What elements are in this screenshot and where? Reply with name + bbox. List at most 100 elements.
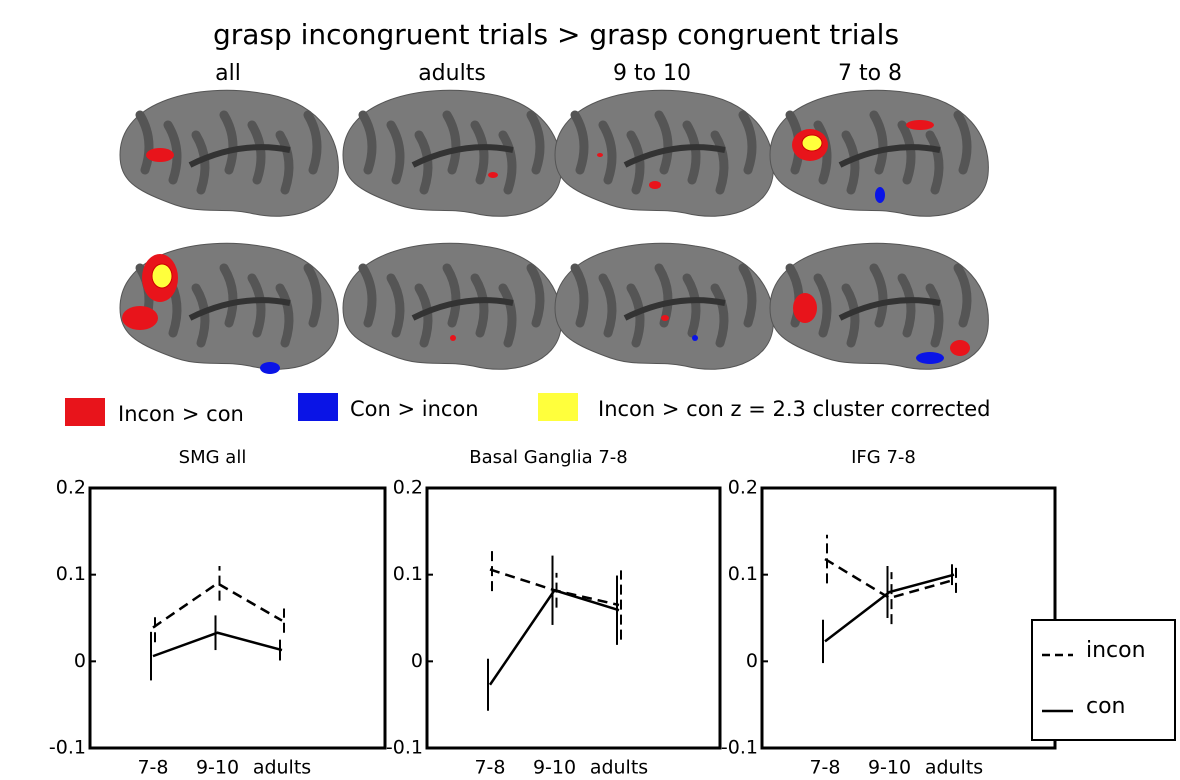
activation xyxy=(950,340,970,356)
brain-sulcus xyxy=(498,130,517,195)
y-tick-label: 0.2 xyxy=(56,477,86,499)
brain-sulcus xyxy=(738,110,757,175)
y-tick-label: 0.1 xyxy=(56,563,86,585)
brain-fissure xyxy=(838,297,941,321)
series-line xyxy=(152,581,283,629)
y-tick-label: 0.2 xyxy=(728,477,758,499)
plot-frame xyxy=(88,486,387,750)
activation xyxy=(488,172,498,178)
panel-label: all xyxy=(215,61,241,86)
brain-sulcus xyxy=(570,263,589,328)
panel-label: adults xyxy=(418,61,486,86)
brain xyxy=(769,89,989,217)
activation xyxy=(122,306,158,330)
brain-sulcus xyxy=(953,263,972,328)
activation xyxy=(649,181,661,189)
activation xyxy=(793,293,817,323)
brain-sulcus xyxy=(953,110,972,175)
brain-sulcus xyxy=(925,130,944,195)
brain-sulcus xyxy=(303,110,322,175)
brain-sulcus xyxy=(813,120,832,185)
chart-title: IFG 7-8 xyxy=(851,447,916,468)
figure-title: grasp incongruent trials > grasp congrue… xyxy=(213,18,899,51)
brain-sulcus xyxy=(135,110,154,175)
brain-sulcus xyxy=(710,130,729,195)
brain-sulcus xyxy=(303,263,322,328)
y-tick-label: 0 xyxy=(411,650,423,672)
chart-title: SMG all xyxy=(179,447,247,468)
brain-sulcus xyxy=(219,263,238,328)
activation xyxy=(875,187,885,203)
y-tick-label: -0.1 xyxy=(49,737,86,759)
brain-sulcus xyxy=(526,110,545,175)
brain xyxy=(342,242,562,370)
activation xyxy=(801,134,823,152)
brain-sulcus xyxy=(442,110,461,175)
x-tick-label: adults xyxy=(925,757,983,779)
series-line xyxy=(824,573,955,643)
brain-sulcus xyxy=(247,120,266,185)
brain-sulcus xyxy=(275,283,294,348)
x-tick-label: 9-10 xyxy=(533,757,576,779)
brain xyxy=(342,89,562,217)
brain-sulcus xyxy=(470,120,489,185)
legend-label: Incon > con z = 2.3 cluster corrected xyxy=(598,397,990,421)
brain-sulcus xyxy=(498,283,517,348)
brain-sulcus xyxy=(442,263,461,328)
brain-sulcus xyxy=(813,273,832,338)
series-line xyxy=(824,557,955,600)
brain-sulcus xyxy=(470,273,489,338)
activation xyxy=(916,352,944,364)
brain-fissure xyxy=(411,144,514,168)
legend-swatch xyxy=(65,398,105,426)
series-legend-frame xyxy=(1031,619,1176,741)
y-tick-label: 0.2 xyxy=(393,477,423,499)
legend-label: incon xyxy=(1086,638,1146,663)
brain-fissure xyxy=(188,144,291,168)
brain-fissure xyxy=(188,297,291,321)
brain xyxy=(554,242,774,370)
legend-label: Con > incon xyxy=(350,397,479,421)
brain-fissure xyxy=(623,144,726,168)
y-tick-label: 0 xyxy=(746,650,758,672)
brain-sulcus xyxy=(526,263,545,328)
series-line xyxy=(489,568,620,607)
brain-sulcus xyxy=(163,120,182,185)
brain xyxy=(119,242,339,374)
activation xyxy=(151,263,173,289)
brain-sulcus xyxy=(219,110,238,175)
y-tick-label: 0 xyxy=(74,650,86,672)
brain xyxy=(119,89,339,217)
brain xyxy=(554,89,774,217)
x-tick-label: 9-10 xyxy=(868,757,911,779)
brain-sulcus xyxy=(682,120,701,185)
x-tick-label: 7-8 xyxy=(137,757,168,779)
brain-sulcus xyxy=(598,273,617,338)
brain-sulcus xyxy=(275,130,294,195)
activation xyxy=(597,153,603,157)
panel-label: 9 to 10 xyxy=(613,61,691,86)
y-tick-label: -0.1 xyxy=(721,737,758,759)
activation xyxy=(692,335,698,341)
legend-swatch xyxy=(538,393,578,421)
brain-sulcus xyxy=(598,120,617,185)
brain-sulcus xyxy=(358,110,377,175)
x-tick-label: 7-8 xyxy=(809,757,840,779)
brain-sulcus xyxy=(247,273,266,338)
brain-sulcus xyxy=(738,263,757,328)
brain-sulcus xyxy=(710,283,729,348)
plot-frame xyxy=(425,486,722,750)
brain-sulcus xyxy=(897,120,916,185)
panel-label: 7 to 8 xyxy=(838,61,902,86)
chart-title: Basal Ganglia 7-8 xyxy=(469,447,627,468)
x-tick-label: 9-10 xyxy=(196,757,239,779)
activation xyxy=(661,315,669,321)
series-line xyxy=(488,588,620,686)
activation xyxy=(146,148,174,162)
brain-sulcus xyxy=(869,263,888,328)
brain-sulcus xyxy=(925,283,944,348)
legend-swatch xyxy=(298,393,338,421)
brain-sulcus xyxy=(682,273,701,338)
brain-fissure xyxy=(623,297,726,321)
